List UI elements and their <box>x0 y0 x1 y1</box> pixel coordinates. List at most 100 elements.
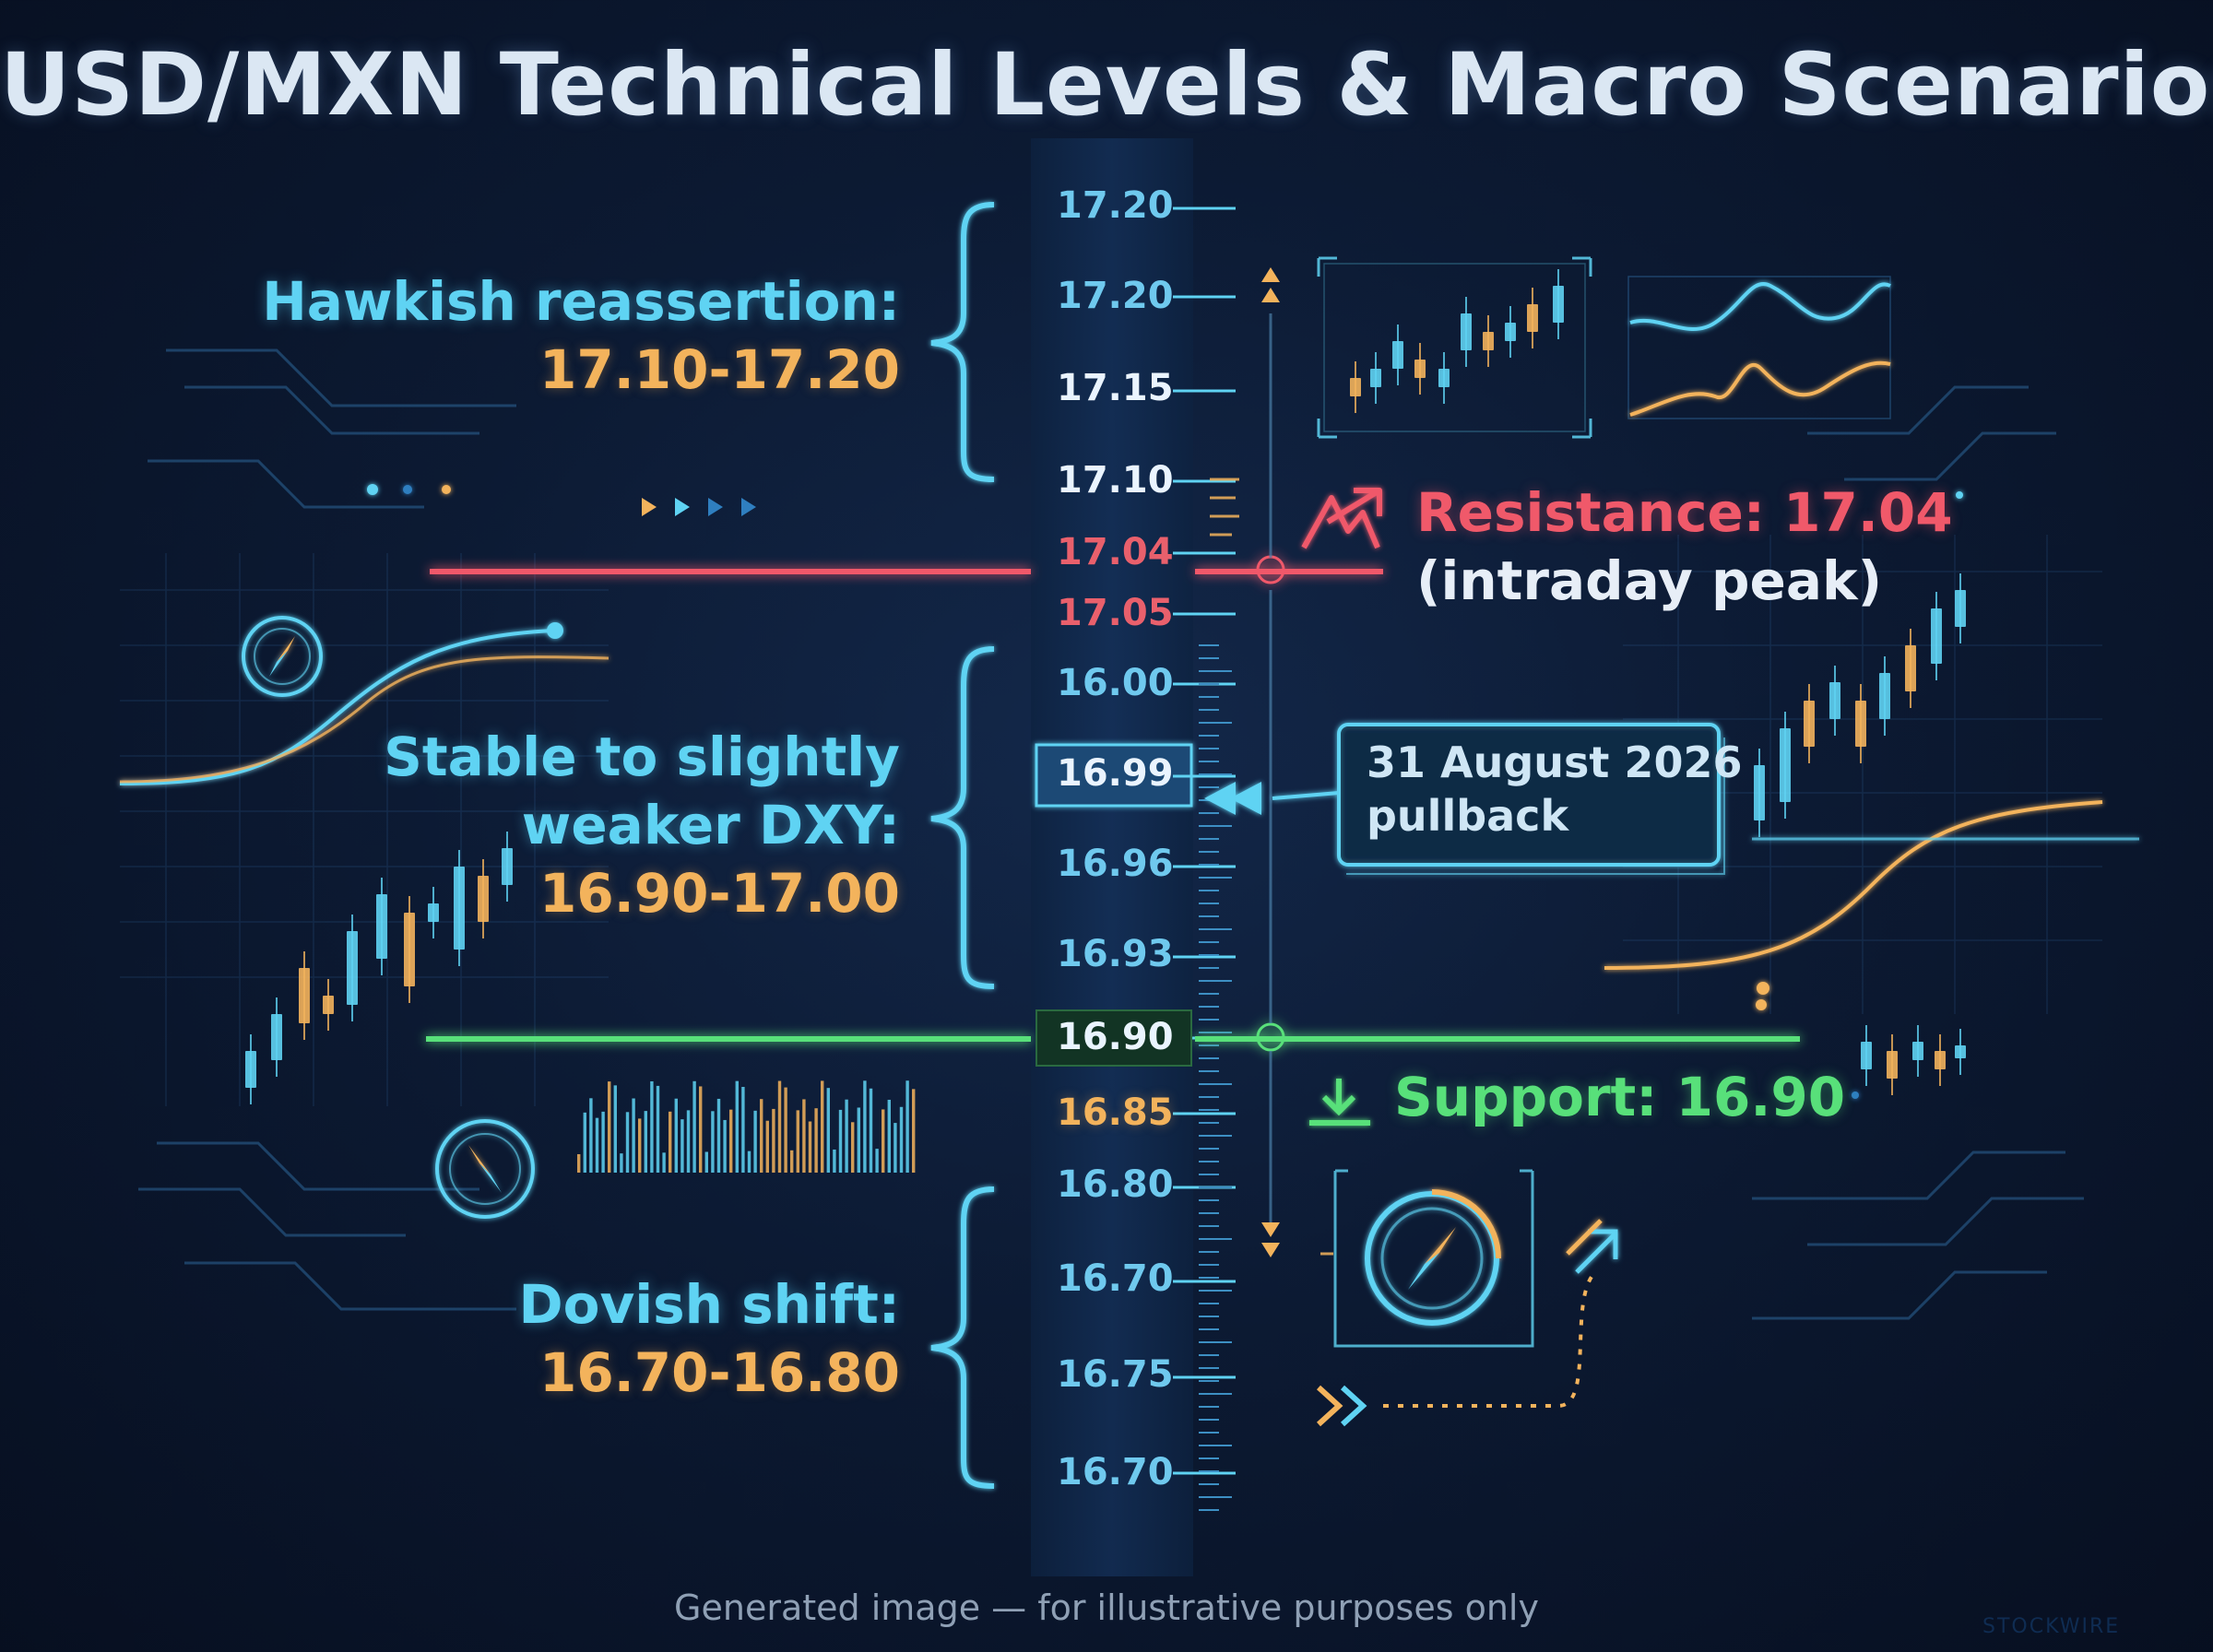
candle-body <box>1879 673 1890 719</box>
support-down-arrow-icon <box>1309 1079 1370 1126</box>
candle-body <box>428 903 439 922</box>
scale-tick-label-support: 16.90 <box>1057 1016 1174 1058</box>
volume-bar <box>905 1080 909 1173</box>
right-candles-decor <box>1754 573 1966 1095</box>
candle-body <box>271 1014 282 1060</box>
volume-bar <box>747 1150 751 1173</box>
top-chart-panel-frame <box>1317 256 1592 439</box>
volume-bar <box>735 1080 739 1173</box>
left-candles-decor <box>245 832 513 1104</box>
callout-line2: pullback <box>1367 791 1569 841</box>
volume-bar <box>669 1111 672 1173</box>
volume-bar <box>821 1080 824 1173</box>
candle-body <box>1912 1042 1923 1060</box>
scale-tick-label: 16.85 <box>1057 1092 1174 1134</box>
candle-body <box>245 1051 256 1088</box>
candle-body <box>376 894 387 959</box>
volume-bar <box>772 1108 775 1173</box>
scenario-stable-name-line2: weaker DXY: <box>521 794 900 856</box>
candle-body <box>1438 369 1450 387</box>
volume-bar <box>595 1117 599 1173</box>
scale-tick-label: 16.70 <box>1057 1257 1174 1300</box>
volume-bar <box>784 1087 787 1173</box>
watermark: STOCKWIRE <box>1982 1615 2121 1638</box>
scale-tick-label-current: 16.99 <box>1057 752 1174 795</box>
candle-body <box>299 968 310 1023</box>
volume-bar <box>790 1150 794 1173</box>
support-line <box>426 1022 1800 1052</box>
scenario-stable-name-line1: Stable to slightly <box>384 726 900 788</box>
candle-body <box>1461 313 1472 350</box>
volume-bar <box>686 1110 691 1173</box>
candle-body <box>1931 608 1942 664</box>
circuit-nodes <box>367 484 1963 1099</box>
volume-bar <box>760 1099 763 1173</box>
candle-body <box>478 876 489 922</box>
volume-bar <box>608 1081 611 1173</box>
volume-bar <box>716 1098 721 1173</box>
candle-body <box>1754 765 1765 820</box>
scale-minor-ticks <box>1199 644 1232 1511</box>
volume-bar <box>765 1120 769 1173</box>
down-arrow-icon <box>1261 1222 1280 1257</box>
volume-bar <box>620 1153 623 1173</box>
volume-bar <box>851 1122 855 1173</box>
volume-bar <box>589 1098 593 1173</box>
volume-bar <box>777 1080 782 1173</box>
resistance-chart-icon <box>1301 488 1382 549</box>
up-arrow-icon <box>1261 267 1280 302</box>
candle-body <box>1350 378 1361 396</box>
volume-bar <box>863 1080 867 1173</box>
volume-bar <box>838 1109 843 1173</box>
scale-tick-label: 16.96 <box>1057 843 1174 885</box>
candle-body <box>1414 360 1426 378</box>
candle-body <box>1392 341 1403 369</box>
volume-bar <box>893 1123 897 1173</box>
scenario-hawkish-name: Hawkish reassertion: <box>262 270 900 333</box>
top-wave-panel <box>1627 276 1891 419</box>
scenario-dovish-range: 16.70-16.80 <box>539 1341 900 1404</box>
bottom-panel-frame <box>1333 1169 1534 1348</box>
scale-tick-marks <box>1173 206 1236 1475</box>
footer-disclaimer: Generated image — for illustrative purpo… <box>674 1587 1539 1628</box>
scale-tick-label: 17.10 <box>1057 459 1174 502</box>
scenario-hawkish-range: 17.10-17.20 <box>539 338 900 401</box>
volume-bar <box>796 1110 799 1173</box>
volume-bar <box>699 1086 703 1173</box>
volume-bar <box>882 1109 885 1173</box>
callout-line1: 31 August 2026 <box>1367 738 1743 787</box>
candle-body <box>404 913 415 986</box>
volume-bar <box>601 1111 605 1173</box>
scale-tick-label: 16.93 <box>1057 933 1174 975</box>
volume-bar <box>912 1089 916 1173</box>
volume-bar <box>656 1085 660 1173</box>
volume-bar <box>857 1107 860 1173</box>
double-chevron-icon <box>1316 1385 1367 1427</box>
scale-tick-label: 16.00 <box>1057 662 1174 704</box>
compass-icon-bottom-panel <box>1365 1189 1501 1326</box>
resistance-label: Resistance: 17.04 <box>1416 481 1953 544</box>
left-flow-curves <box>119 622 609 785</box>
orange-side-ticks <box>1210 478 1333 1256</box>
right-flow-curves <box>1604 800 2139 995</box>
volume-bar <box>875 1149 879 1173</box>
callout-text: 31 August 2026 pullback <box>1367 736 1742 843</box>
candle-body <box>1829 682 1840 719</box>
volume-bar <box>577 1154 581 1173</box>
volume-bar <box>638 1118 642 1173</box>
scenario-dovish-name: Dovish shift: <box>518 1273 900 1336</box>
volume-bar <box>729 1109 733 1173</box>
candle-body <box>1855 701 1866 747</box>
volume-bar <box>583 1112 586 1173</box>
candle-body <box>1905 645 1916 691</box>
candle-body <box>1780 728 1791 802</box>
volume-bar <box>662 1152 666 1173</box>
callout-pointer-arrow <box>1204 782 1261 815</box>
scale-tick-label: 16.70 <box>1057 1451 1174 1493</box>
volume-bar <box>680 1119 684 1173</box>
support-label: Support: 16.90 <box>1394 1066 1846 1128</box>
brace-dovish <box>930 1186 995 1489</box>
candle-body <box>1887 1051 1898 1079</box>
candle-body <box>1861 1042 1872 1069</box>
